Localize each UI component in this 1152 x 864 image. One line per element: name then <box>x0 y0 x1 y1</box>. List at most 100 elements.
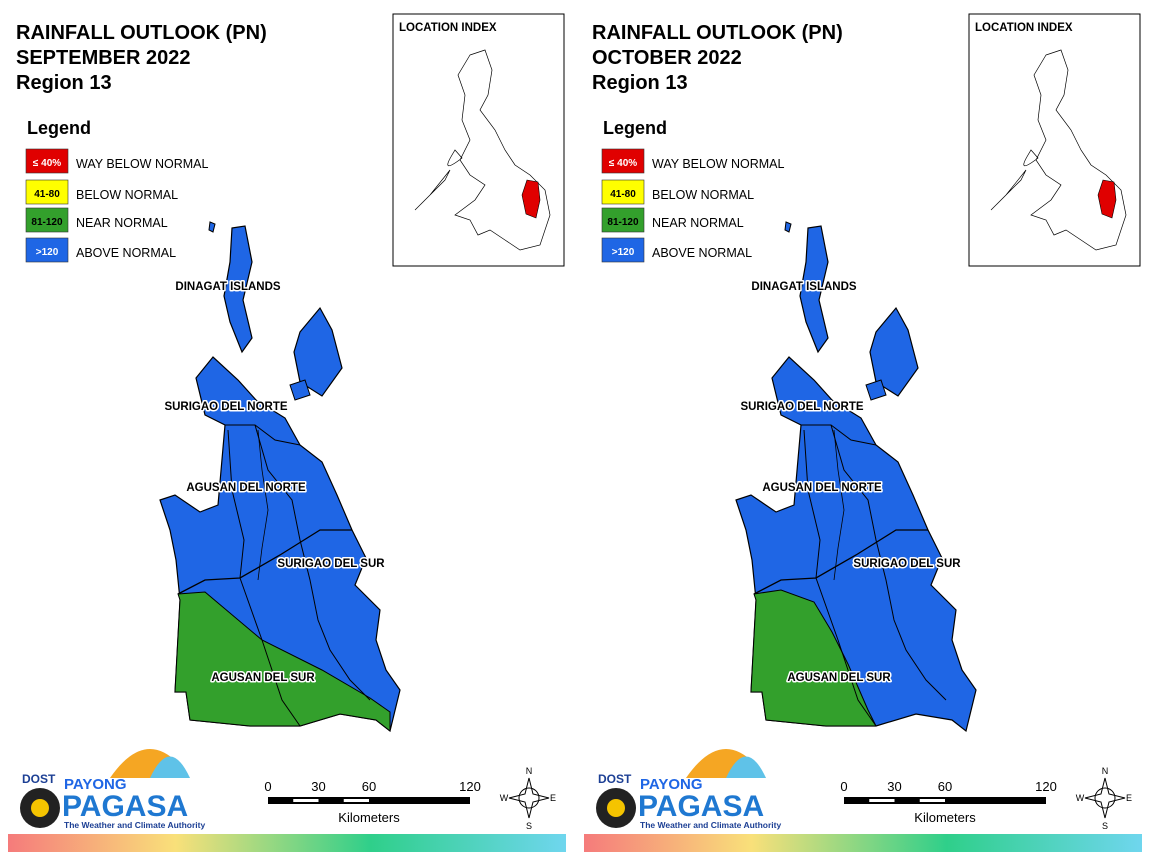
legend-range: 81-120 <box>31 217 63 228</box>
footer-band <box>584 834 1142 852</box>
legend-swatch <box>601 207 645 233</box>
compass-letter: N <box>526 766 533 776</box>
logo-brand-top: PAYONG <box>64 776 127 793</box>
boundary-line <box>815 577 877 727</box>
province-label: DINAGAT ISLANDS <box>175 281 281 293</box>
legend-label: ABOVE NORMAL <box>652 246 752 260</box>
province-area <box>223 225 253 354</box>
boundary-line <box>803 429 821 579</box>
philippines-outline <box>414 49 551 251</box>
legend-label: BELOW NORMAL <box>76 188 178 202</box>
boundary-line <box>254 424 371 701</box>
logo-seal <box>607 799 625 817</box>
legend-title: Legend <box>603 118 667 138</box>
logo-agency: DOST <box>598 772 632 786</box>
logo-umbrella <box>150 756 190 778</box>
legend-swatch <box>601 237 645 263</box>
legend-swatch <box>25 207 69 233</box>
legend-label: ABOVE NORMAL <box>76 246 176 260</box>
scale-label: 120 <box>459 779 481 794</box>
legend-swatch <box>601 148 645 174</box>
legend-label: NEAR NORMAL <box>652 216 744 230</box>
islet <box>865 379 887 401</box>
province-label: SURIGAO DEL NORTE <box>164 401 287 413</box>
legend-range: 41-80 <box>34 189 60 200</box>
panel: RAINFALL OUTLOOK (PN) SEPTEMBER 2022 Regio… <box>8 13 566 852</box>
logo-umbrella <box>726 756 766 778</box>
legend-range: 81-120 <box>607 217 639 228</box>
scale-label: 0 <box>264 779 271 794</box>
logo-brand-top: PAYONG <box>640 776 703 793</box>
near-normal-area <box>174 591 391 733</box>
compass-letter: E <box>1126 793 1132 803</box>
boundary-line <box>225 424 301 446</box>
boundary-line <box>257 429 269 581</box>
scale-segment <box>919 799 945 802</box>
boundary-line <box>833 429 845 581</box>
boundary-line <box>239 577 301 727</box>
title-line: RAINFALL OUTLOOK (PN) <box>16 22 267 44</box>
compass-letter: S <box>526 821 532 831</box>
scale-label: 60 <box>938 779 952 794</box>
logo-tagline: The Weather and Climate Authority <box>64 820 205 830</box>
scale-unit: Kilometers <box>914 810 976 825</box>
title-line: Region 13 <box>16 72 112 94</box>
islet <box>784 221 792 233</box>
legend-title: Legend <box>27 118 91 138</box>
title-line: SEPTEMBER 2022 <box>16 47 191 69</box>
location-index-title: LOCATION INDEX <box>975 22 1073 34</box>
scale-label: 60 <box>362 779 376 794</box>
region-highlight <box>521 179 541 219</box>
compass-letter: N <box>1102 766 1109 776</box>
compass-letter: W <box>1076 793 1085 803</box>
islet <box>208 221 216 233</box>
compass-ring <box>1094 787 1116 809</box>
legend-swatch <box>25 179 69 205</box>
footer-band <box>8 834 566 852</box>
province-area <box>799 225 829 354</box>
compass-letter: E <box>550 793 556 803</box>
region-highlight <box>1097 179 1117 219</box>
province-label: AGUSAN DEL NORTE <box>762 482 882 494</box>
compass-letter: S <box>1102 821 1108 831</box>
islet <box>289 379 311 401</box>
scale-label: 30 <box>311 779 325 794</box>
legend-label: NEAR NORMAL <box>76 216 168 230</box>
scale-label: 0 <box>840 779 847 794</box>
logo-seal <box>31 799 49 817</box>
panel: RAINFALL OUTLOOK (PN) OCTOBER 2022 Region … <box>584 13 1142 852</box>
scale-label: 30 <box>887 779 901 794</box>
legend-range: >120 <box>36 247 59 258</box>
legend-range: 41-80 <box>610 189 636 200</box>
scale-unit: Kilometers <box>338 810 400 825</box>
compass-rose <box>1084 777 1126 819</box>
scale-segment <box>293 799 319 802</box>
province-area <box>293 306 343 397</box>
province-label: SURIGAO DEL SUR <box>853 558 961 570</box>
legend-label: WAY BELOW NORMAL <box>652 157 784 171</box>
logo-agency: DOST <box>22 772 56 786</box>
scale-segment <box>343 799 369 802</box>
province-label: SURIGAO DEL SUR <box>277 558 385 570</box>
legend-swatch <box>601 179 645 205</box>
province-label: SURIGAO DEL NORTE <box>740 401 863 413</box>
logo-tagline: The Weather and Climate Authority <box>640 820 781 830</box>
title-line: RAINFALL OUTLOOK (PN) <box>592 22 843 44</box>
scale-label: 120 <box>1035 779 1057 794</box>
boundary-line <box>830 424 947 701</box>
legend-range: >120 <box>612 247 635 258</box>
legend-range: ≤ 40% <box>609 158 637 169</box>
title-line: Region 13 <box>592 72 688 94</box>
legend-swatch <box>25 148 69 174</box>
location-index-title: LOCATION INDEX <box>399 22 497 34</box>
province-label: AGUSAN DEL SUR <box>787 672 891 684</box>
province-label: DINAGAT ISLANDS <box>751 281 857 293</box>
boundary-line <box>227 429 245 579</box>
logo-brand: PAGASA <box>62 790 188 823</box>
philippines-outline <box>990 49 1127 251</box>
legend-label: WAY BELOW NORMAL <box>76 157 208 171</box>
compass-ring <box>518 787 540 809</box>
scale-segment <box>869 799 895 802</box>
logo-brand: PAGASA <box>638 790 764 823</box>
